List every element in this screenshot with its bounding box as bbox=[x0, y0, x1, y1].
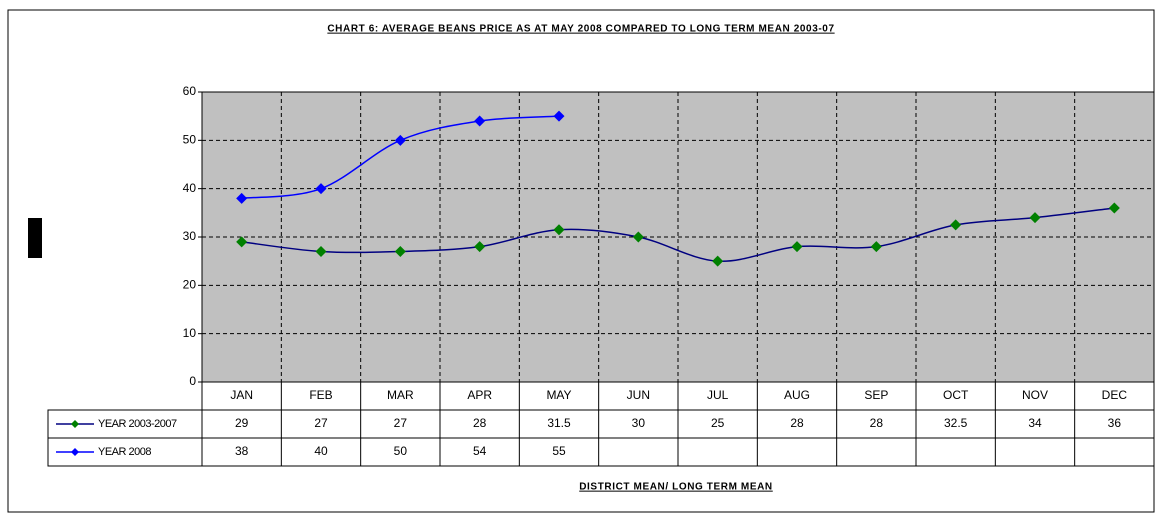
x-axis-label: DISTRICT MEAN/ LONG TERM MEAN bbox=[579, 482, 773, 493]
table-value: 28 bbox=[473, 416, 487, 430]
marker bbox=[553, 224, 565, 236]
y-tick-label: 30 bbox=[183, 229, 197, 243]
x-tick-label: JUL bbox=[707, 388, 729, 402]
marker bbox=[791, 241, 803, 253]
legend-key-marker bbox=[71, 448, 79, 456]
marker bbox=[632, 231, 644, 243]
marker bbox=[394, 246, 406, 257]
chart-title: CHART 6: AVERAGE BEANS PRICE AS AT MAY 2… bbox=[327, 24, 834, 35]
x-tick-label: NOV bbox=[1022, 388, 1048, 402]
x-tick-label: AUG bbox=[784, 388, 810, 402]
x-tick-label: MAY bbox=[546, 388, 571, 402]
legend-label: YEAR 2008 bbox=[98, 446, 151, 458]
legend-label: YEAR 2003-2007 bbox=[98, 418, 177, 430]
x-tick-label: DEC bbox=[1102, 388, 1128, 402]
y-tick-label: 60 bbox=[183, 84, 197, 98]
y-tick-label: 10 bbox=[183, 326, 197, 340]
table-value: 55 bbox=[552, 444, 566, 458]
table-value: 25 bbox=[711, 416, 725, 430]
marker bbox=[1108, 202, 1120, 214]
table-value: 27 bbox=[394, 416, 408, 430]
marker bbox=[236, 192, 248, 204]
x-tick-label: OCT bbox=[943, 388, 969, 402]
table-value: 28 bbox=[870, 416, 884, 430]
marker bbox=[950, 219, 962, 231]
table-value: 32.5 bbox=[944, 416, 968, 430]
x-tick-label: FEB bbox=[309, 388, 332, 402]
table-value: 28 bbox=[790, 416, 804, 430]
x-tick-label: JAN bbox=[230, 388, 253, 402]
y-tick-label: 40 bbox=[183, 181, 197, 195]
table-value: 31.5 bbox=[547, 416, 571, 430]
table-value: 29 bbox=[235, 416, 249, 430]
marker bbox=[315, 246, 327, 257]
table-value: 50 bbox=[394, 444, 408, 458]
marker bbox=[474, 241, 486, 253]
table-value: 36 bbox=[1108, 416, 1122, 430]
table-value: 40 bbox=[314, 444, 328, 458]
x-tick-label: SEP bbox=[864, 388, 888, 402]
table-value: 38 bbox=[235, 444, 249, 458]
table-value: 54 bbox=[473, 444, 487, 458]
marker bbox=[236, 236, 248, 248]
marker bbox=[394, 134, 406, 146]
marker bbox=[315, 183, 327, 195]
marker bbox=[712, 255, 724, 267]
marker bbox=[1029, 212, 1041, 224]
decoration bbox=[28, 218, 42, 258]
table-value: 34 bbox=[1028, 416, 1042, 430]
marker bbox=[553, 110, 565, 122]
y-tick-label: 0 bbox=[189, 374, 196, 388]
x-tick-label: JUN bbox=[627, 388, 650, 402]
y-tick-label: 50 bbox=[183, 133, 197, 147]
table-value: 27 bbox=[314, 416, 328, 430]
legend-key-marker bbox=[71, 420, 79, 428]
marker bbox=[474, 115, 486, 127]
marker bbox=[870, 241, 882, 253]
table-value: 30 bbox=[632, 416, 646, 430]
y-tick-label: 20 bbox=[183, 278, 197, 292]
x-tick-label: APR bbox=[467, 388, 492, 402]
x-tick-label: MAR bbox=[387, 388, 414, 402]
